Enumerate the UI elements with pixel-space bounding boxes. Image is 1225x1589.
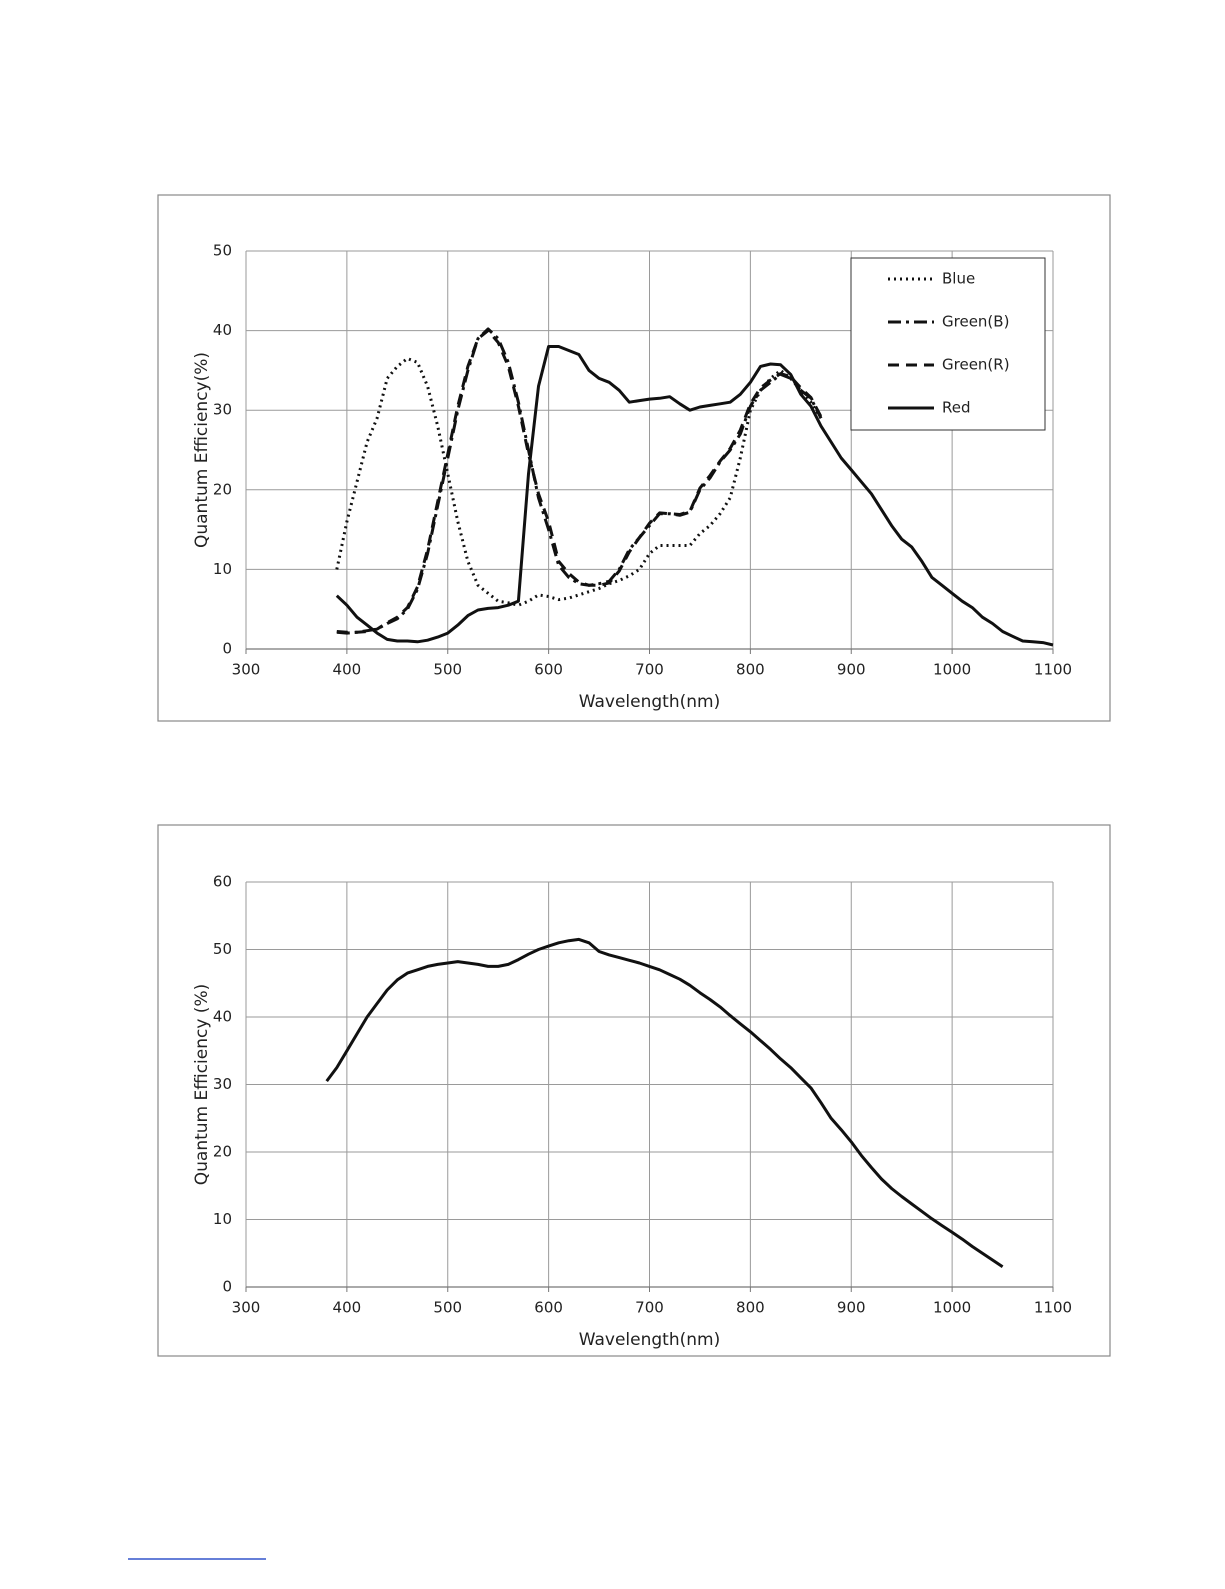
x-tick-label: 700 bbox=[635, 1299, 664, 1317]
legend-label: Blue bbox=[942, 270, 975, 288]
x-tick-label: 400 bbox=[333, 1299, 362, 1317]
legend-label: Green(B) bbox=[942, 313, 1009, 331]
x-tick-label: 800 bbox=[736, 1299, 765, 1317]
y-axis-title: Quantum Efficiency(%) bbox=[192, 352, 212, 548]
y-tick-label: 30 bbox=[213, 1075, 232, 1093]
y-tick-label: 50 bbox=[213, 242, 232, 260]
y-tick-label: 10 bbox=[213, 1210, 232, 1228]
legend-label: Green(R) bbox=[942, 356, 1010, 374]
y-axis-title: Quantum Efficiency (%) bbox=[192, 984, 212, 1185]
x-tick-label: 1000 bbox=[933, 1299, 971, 1317]
y-tick-label: 20 bbox=[213, 480, 232, 498]
y-tick-label: 0 bbox=[222, 1278, 232, 1296]
y-tick-label: 20 bbox=[213, 1143, 232, 1161]
y-tick-label: 40 bbox=[213, 1008, 232, 1026]
y-tick-label: 0 bbox=[222, 640, 232, 658]
legend-label: Red bbox=[942, 399, 971, 417]
data-line bbox=[335, 357, 823, 607]
y-tick-label: 60 bbox=[213, 873, 232, 891]
data-line bbox=[335, 345, 1054, 647]
y-tick-label: 50 bbox=[213, 940, 232, 958]
x-tick-label: 500 bbox=[433, 1299, 462, 1317]
legend-box bbox=[850, 257, 1046, 431]
data-line bbox=[336, 327, 823, 635]
x-tick-label: 800 bbox=[736, 661, 765, 679]
x-tick-label: 900 bbox=[837, 1299, 866, 1317]
x-tick-label: 300 bbox=[232, 1299, 261, 1317]
x-tick-label: 300 bbox=[232, 661, 261, 679]
x-axis-title: Wavelength(nm) bbox=[579, 1330, 720, 1350]
y-tick-label: 30 bbox=[213, 401, 232, 419]
x-tick-label: 1000 bbox=[933, 661, 971, 679]
x-tick-label: 600 bbox=[534, 1299, 563, 1317]
x-tick-label: 500 bbox=[433, 661, 462, 679]
data-line bbox=[325, 937, 1004, 1269]
y-tick-label: 10 bbox=[213, 560, 232, 578]
x-axis-title: Wavelength(nm) bbox=[579, 692, 720, 712]
x-tick-label: 700 bbox=[635, 661, 664, 679]
x-tick-label: 900 bbox=[837, 661, 866, 679]
x-tick-label: 1100 bbox=[1034, 661, 1072, 679]
y-tick-label: 40 bbox=[213, 321, 232, 339]
data-line bbox=[336, 329, 823, 634]
chart-frame bbox=[157, 824, 1111, 1357]
x-tick-label: 600 bbox=[534, 661, 563, 679]
x-tick-label: 400 bbox=[333, 661, 362, 679]
x-tick-label: 1100 bbox=[1034, 1299, 1072, 1317]
